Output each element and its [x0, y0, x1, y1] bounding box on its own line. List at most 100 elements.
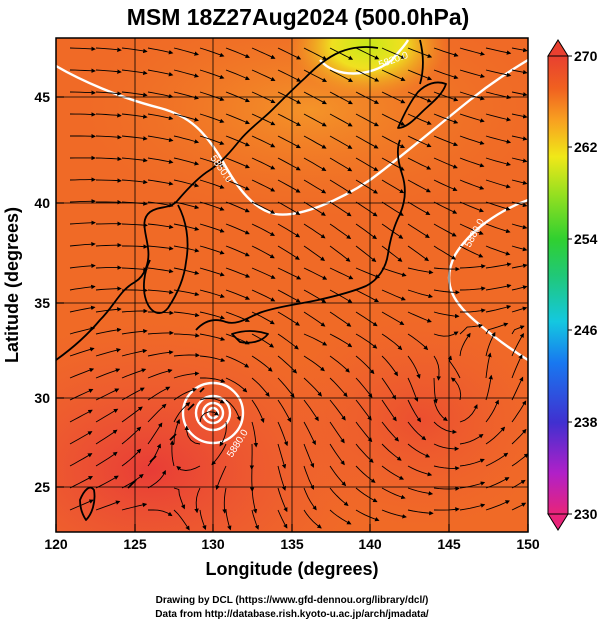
wind-streamline [251, 157, 276, 170]
x-tick-label: 125 [123, 536, 147, 552]
wind-streamline [147, 179, 174, 186]
wind-streamline [69, 305, 96, 313]
wind-streamline [225, 179, 250, 191]
wind-streamline [355, 311, 378, 327]
y-axis-title: Latitude (degrees) [2, 207, 22, 363]
wind-streamline [147, 223, 174, 230]
plot-area [56, 38, 528, 532]
wind-streamline [381, 311, 405, 325]
wind-streamline [147, 113, 174, 121]
wind-streamline [199, 179, 225, 189]
wind-streamline [303, 465, 314, 490]
wind-streamline [147, 289, 174, 295]
wind-streamline [121, 288, 148, 293]
wind-streamline [355, 179, 378, 194]
wind-streamline [459, 157, 485, 168]
wind-streamline [355, 509, 380, 522]
wind-streamline [407, 157, 432, 170]
wind-streamline [69, 90, 96, 95]
wind-streamline [433, 443, 460, 452]
wind-streamline [277, 465, 287, 491]
wind-streamline [69, 409, 93, 423]
wind-streamline [433, 113, 459, 124]
wind-streamline [303, 355, 325, 372]
wind-streamline [459, 264, 486, 269]
wind-streamline [303, 421, 316, 446]
wind-streamline [251, 245, 275, 259]
wind-streamline [95, 327, 122, 335]
wind-streamline [277, 399, 292, 423]
wind-streamline [199, 135, 225, 145]
wind-streamline [277, 377, 295, 398]
wind-streamline [485, 452, 509, 467]
wind-streamline [433, 486, 460, 491]
wind-streamline [485, 352, 492, 379]
wind-streamline [173, 135, 200, 144]
wind-streamline [433, 465, 460, 471]
wind-streamline [329, 245, 351, 262]
wind-streamline [194, 487, 201, 514]
wind-streamline [225, 267, 251, 278]
colorbar-scale [547, 55, 569, 515]
wind-streamline [147, 69, 174, 77]
coastline-shikoku [231, 330, 269, 344]
wind-streamline [381, 487, 406, 500]
wind-streamline [95, 500, 121, 511]
wind-streamline [277, 355, 298, 374]
wind-streamline [355, 377, 373, 399]
wind-streamline [277, 311, 300, 326]
coastline-ryukyu [127, 387, 205, 489]
wind-streamline [173, 418, 181, 445]
wind-streamline [407, 135, 432, 148]
wind-streamline [225, 355, 250, 368]
y-tick-label: 45 [34, 89, 50, 105]
wind-streamline [251, 179, 276, 192]
wind-streamline [121, 47, 148, 54]
wind-streamline [277, 267, 302, 280]
wind-streamline [199, 397, 225, 404]
wind-streamline [485, 69, 512, 78]
wind-streamline [407, 377, 419, 402]
wind-streamline [173, 157, 200, 166]
wind-streamline [147, 47, 174, 55]
wind-streamline [329, 421, 345, 444]
wind-streamline [485, 262, 512, 269]
wind-streamline [121, 368, 147, 379]
wind-streamline [511, 91, 528, 97]
wind-streamline [459, 179, 485, 190]
wind-streamline [277, 245, 300, 260]
wind-streamline [433, 201, 458, 214]
wind-streamline [277, 443, 287, 469]
wind-streamline [69, 263, 96, 269]
wind-streamline [69, 220, 96, 225]
wind-streamline [407, 487, 434, 496]
wind-streamline [485, 304, 512, 313]
credit-data: Data from http://database.rish.kyoto-u.a… [155, 609, 429, 620]
wind-streamline [329, 443, 345, 466]
wind-streamline [199, 91, 225, 101]
wind-streamline [511, 263, 528, 269]
wind-streamline [121, 308, 148, 314]
wind-streamline [215, 465, 227, 490]
wind-streamline [329, 201, 352, 217]
wind-streamline [173, 311, 200, 318]
wind-streamline [225, 289, 251, 300]
wind-streamline [459, 323, 483, 335]
wind-streamline [147, 469, 166, 489]
wind-streamline [407, 69, 433, 81]
wind-streamline [251, 333, 275, 348]
wind-streamline [303, 245, 326, 262]
wind-streamline [355, 333, 378, 349]
wind-streamline [173, 387, 198, 401]
wind-streamline [329, 509, 352, 525]
wind-streamline [381, 69, 406, 81]
wind-streamline [303, 47, 328, 60]
contour-5850 [56, 58, 528, 216]
wind-streamline [277, 157, 301, 171]
wind-streamline [381, 289, 406, 301]
wind-streamline [199, 509, 207, 531]
wind-streamline [329, 135, 353, 149]
wind-streamline [173, 69, 199, 78]
wind-streamline [407, 443, 431, 458]
